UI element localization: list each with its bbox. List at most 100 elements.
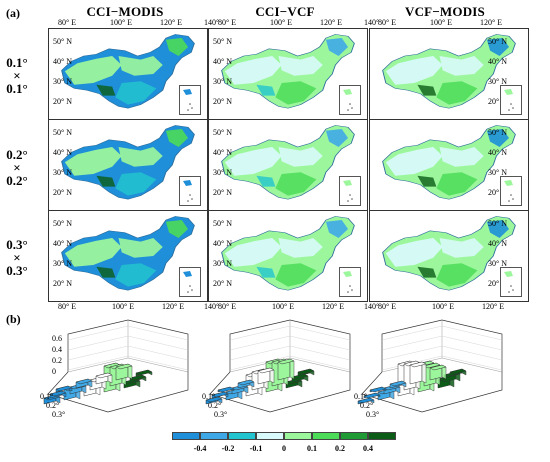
lat-tick: 30° N (53, 77, 72, 86)
lat-tick: 50° N (213, 128, 232, 137)
bar-0.1-3 (95, 372, 113, 385)
lat-tick: 20° N (213, 279, 232, 288)
lat-tick: 40° N (488, 239, 507, 248)
map-vcf-modis-row1: 50° N 40° N 30° N 20° N (369, 28, 529, 120)
lat-tick: 20° N (488, 188, 507, 197)
lat-tick: 20° N (488, 279, 507, 288)
legend-label: 0.4 (363, 444, 373, 453)
lon-tick: 100° E (432, 302, 455, 311)
lat-tick: 50° N (488, 37, 507, 46)
depth-tick: 0.3° (366, 410, 380, 419)
z-tick: 0.4 (52, 345, 62, 354)
lat-tick: 50° N (213, 219, 232, 228)
lon-tick: 80° E (218, 302, 237, 311)
lat-tick: 30° N (53, 259, 72, 268)
south-china-sea-inset (339, 85, 361, 115)
depth-tick: 0.2° (360, 401, 374, 410)
legend-swatch (256, 432, 284, 440)
legend-swatch (228, 432, 256, 440)
lat-tick: 20° N (213, 188, 232, 197)
lat-tick: 30° N (488, 168, 507, 177)
lon-tick: 80° E (218, 18, 237, 27)
panel-a-label: (a) (6, 6, 20, 20)
lon-tick: 100° E (112, 302, 135, 311)
lon-tick: 80° E (58, 302, 77, 311)
legend-label: -0.4 (193, 444, 207, 453)
row-label-0.3: 0.3° × 0.3° (6, 237, 28, 278)
legend-swatch (312, 432, 340, 440)
row-label-0.2: 0.2° × 0.2° (6, 147, 28, 188)
depth-tick: 0.2° (46, 401, 60, 410)
lat-tick: 30° N (53, 168, 72, 177)
color-legend: -0.4 -0.2 -0.1 0 0.1 0.2 0.4 (172, 430, 402, 460)
bar-0.1-1 (55, 385, 73, 393)
lat-tick: 50° N (488, 128, 507, 137)
south-china-sea-inset (500, 85, 522, 115)
lat-tick: 40° N (53, 239, 72, 248)
bar-0.2-5 (291, 373, 309, 383)
lat-tick: 40° N (213, 57, 232, 66)
bar-0.1-5 (297, 368, 315, 377)
bar-0.1-2 (75, 378, 93, 389)
lon-tick: 100° E (110, 18, 133, 27)
bar-0.1-4 (277, 358, 295, 381)
depth-tick: 0.1° (354, 392, 368, 401)
legend-label: 0 (282, 444, 286, 453)
lon-tick: 120° E (322, 302, 345, 311)
column-title-cci-modis: CCI−MODIS (86, 4, 164, 19)
lon-tick: 120° E (320, 18, 343, 27)
lon-tick: 120° E (482, 302, 505, 311)
row-label-0.1: 0.1° × 0.1° (6, 55, 28, 96)
lon-tick: 100° E (272, 302, 295, 311)
lon-tick: 120° E (162, 302, 185, 311)
depth-tick: 0.2° (208, 401, 222, 410)
south-china-sea-inset (500, 176, 522, 206)
top-lon-axis: 80° E 100° E 120° E 140° 80° E 100° E 12… (0, 18, 550, 30)
bar-0.2-1 (49, 390, 67, 399)
lon-tick: 80° E (378, 302, 397, 311)
z-tick: 0.2 (52, 356, 62, 365)
legend-swatch (200, 432, 228, 440)
z-tick: 0.6 (52, 334, 62, 343)
south-china-sea-inset (179, 85, 201, 115)
lat-tick: 40° N (488, 57, 507, 66)
bar3d-chart-1: 0.6 0.4 0.2 0 0.1° 0.2° 0.3° (38, 314, 198, 426)
bar-0.1-3 (409, 361, 427, 385)
lat-tick: 50° N (53, 219, 72, 228)
depth-tick: 0.1° (40, 392, 54, 401)
legend-swatch (340, 432, 368, 440)
lat-tick: 30° N (213, 168, 232, 177)
bar3d-chart-2: 0.1° 0.2° 0.3° (200, 314, 360, 426)
lon-tick: 80° E (58, 18, 77, 27)
bottom-lon-axis: 80° E 100° E 120° E 140° 80° E 100° E 12… (0, 302, 550, 314)
bar-0.1-1 (217, 386, 235, 393)
bar-0.1-4 (115, 363, 133, 381)
z-tick: 0 (52, 367, 56, 376)
legend-label: -0.2 (221, 444, 235, 453)
lat-tick: 50° N (53, 37, 72, 46)
bar-0.1-3 (257, 367, 275, 385)
lat-tick: 30° N (213, 259, 232, 268)
map-cci-modis-row2: 50° N 40° N 30° N 20° N (48, 119, 208, 211)
lat-tick: 20° N (53, 188, 72, 197)
bar-0.1-2 (237, 379, 255, 389)
lat-tick: 20° N (488, 97, 507, 106)
map-cci-modis-row1: 50° N 40° N 30° N 20° N (48, 28, 208, 120)
lat-tick: 30° N (213, 77, 232, 86)
map-vcf-modis-row3: 50° N 40° N 30° N 20° N (369, 210, 529, 302)
lat-tick: 50° N (488, 219, 507, 228)
lon-tick: 120° E (160, 18, 183, 27)
map-cci-vcf-row1: 50° N 40° N 30° N 20° N (208, 28, 368, 120)
bar-0.2-5 (129, 374, 147, 383)
lon-tick: 140° (364, 302, 380, 311)
lat-tick: 20° N (213, 97, 232, 106)
lon-tick: 100° E (430, 18, 453, 27)
bar-0.1-2 (389, 380, 407, 389)
lat-tick: 30° N (488, 259, 507, 268)
legend-swatch (368, 432, 396, 440)
bar-0.2-1 (363, 392, 381, 399)
depth-tick: 0.1° (202, 392, 216, 401)
lon-tick: 120° E (480, 18, 503, 27)
map-cci-vcf-row2: 50° N 40° N 30° N 20° N (208, 119, 368, 211)
map-vcf-modis-row2: 50° N 40° N 30° N 20° N (369, 119, 529, 211)
